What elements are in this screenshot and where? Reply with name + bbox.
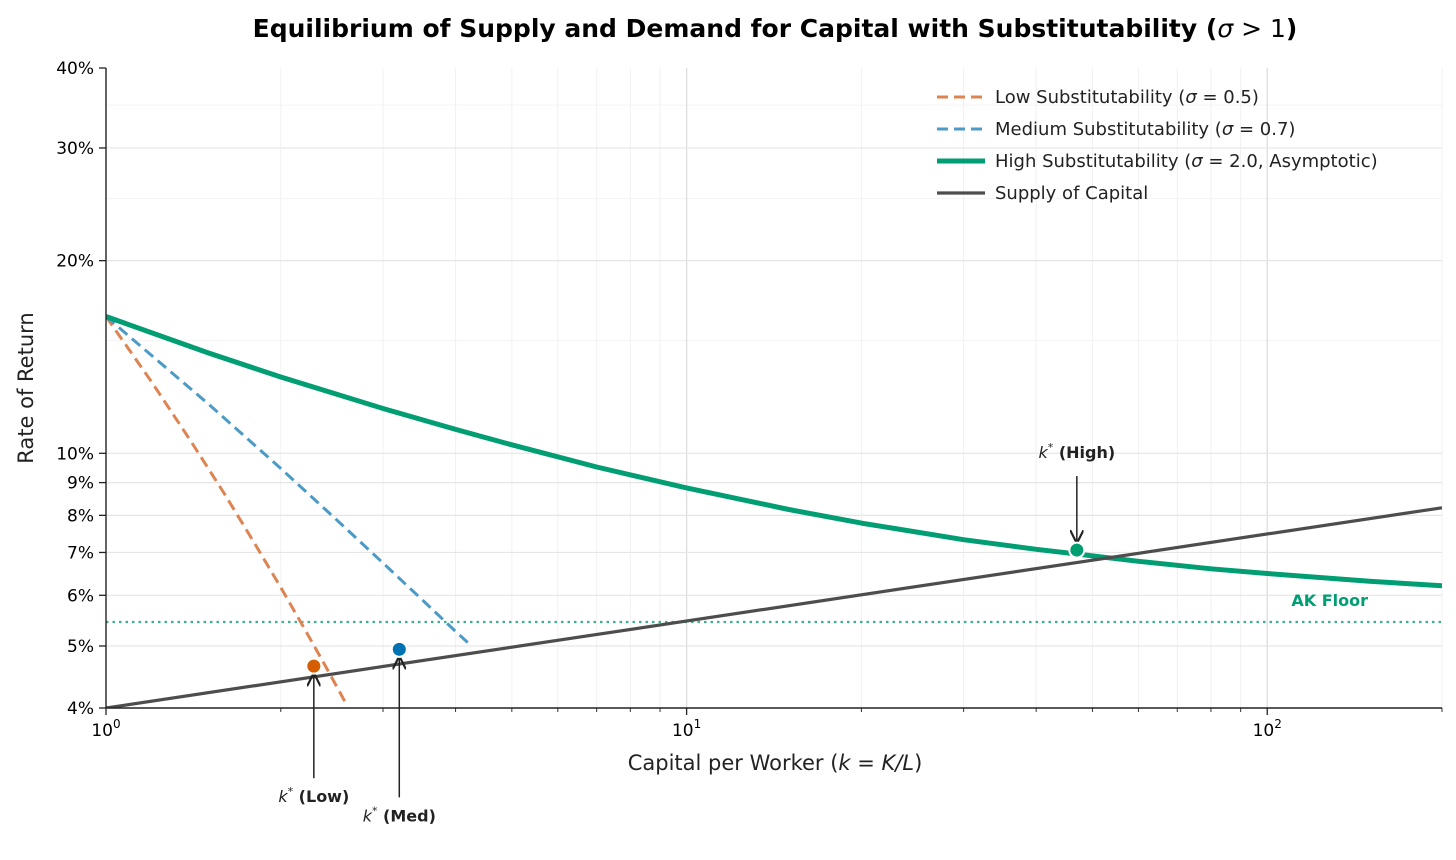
ak-floor-label: AK Floor	[1291, 591, 1368, 610]
y-tick-label: 20%	[56, 252, 94, 272]
annotations: k* (Low) k* (Med) k* (High)	[278, 441, 1115, 825]
series-line-3	[106, 506, 1442, 708]
y-tick-label: 7%	[67, 543, 94, 563]
series-line-1	[106, 315, 474, 648]
y-axis-label: Rate of Return	[14, 312, 38, 463]
equilibrium-points	[305, 541, 1086, 675]
axes: 100 101 102 4% 5% 6% 7% 8% 9% 10% 20% 30% 40%	[56, 59, 1443, 741]
series-lines	[106, 314, 1442, 708]
legend-label: Low Substitutability (σ = 0.5)	[995, 87, 1259, 108]
x-tick-label: 102	[1253, 717, 1282, 741]
legend-label: Supply of Capital	[995, 183, 1148, 204]
y-tick-label: 30%	[56, 139, 94, 159]
legend-label: High Substitutability (σ = 2.0, Asymptot…	[995, 151, 1378, 172]
equilibrium-point	[305, 657, 323, 675]
x-tick-label: 100	[91, 717, 120, 741]
y-tick-label: 40%	[56, 59, 94, 79]
legend: Low Substitutability (σ = 0.5) Medium Sub…	[937, 87, 1378, 204]
series-line-0	[106, 315, 349, 706]
series-line-2	[106, 314, 1442, 589]
grid-lines	[106, 68, 1443, 708]
legend-label: Medium Substitutability (σ = 0.7)	[995, 119, 1295, 140]
equilibrium-label: k* (Low)	[278, 785, 349, 806]
y-tick-label: 10%	[56, 444, 94, 464]
x-tick-label: 101	[672, 717, 701, 741]
reference-lines: AK Floor	[106, 591, 1442, 624]
equilibrium-point	[1068, 541, 1086, 559]
y-tick-label: 4%	[67, 699, 94, 719]
y-tick-label: 6%	[67, 586, 94, 606]
y-tick-label: 9%	[67, 474, 94, 494]
y-tick-label: 5%	[67, 637, 94, 657]
equilibrium-point	[390, 640, 408, 658]
equilibrium-label: k* (Med)	[363, 804, 436, 825]
equilibrium-label: k* (High)	[1038, 441, 1115, 462]
y-tick-label: 8%	[67, 506, 94, 526]
chart-title: Equilibrium of Supply and Demand for Cap…	[253, 14, 1298, 43]
x-axis-label: Capital per Worker (k = K/L)	[628, 751, 923, 775]
